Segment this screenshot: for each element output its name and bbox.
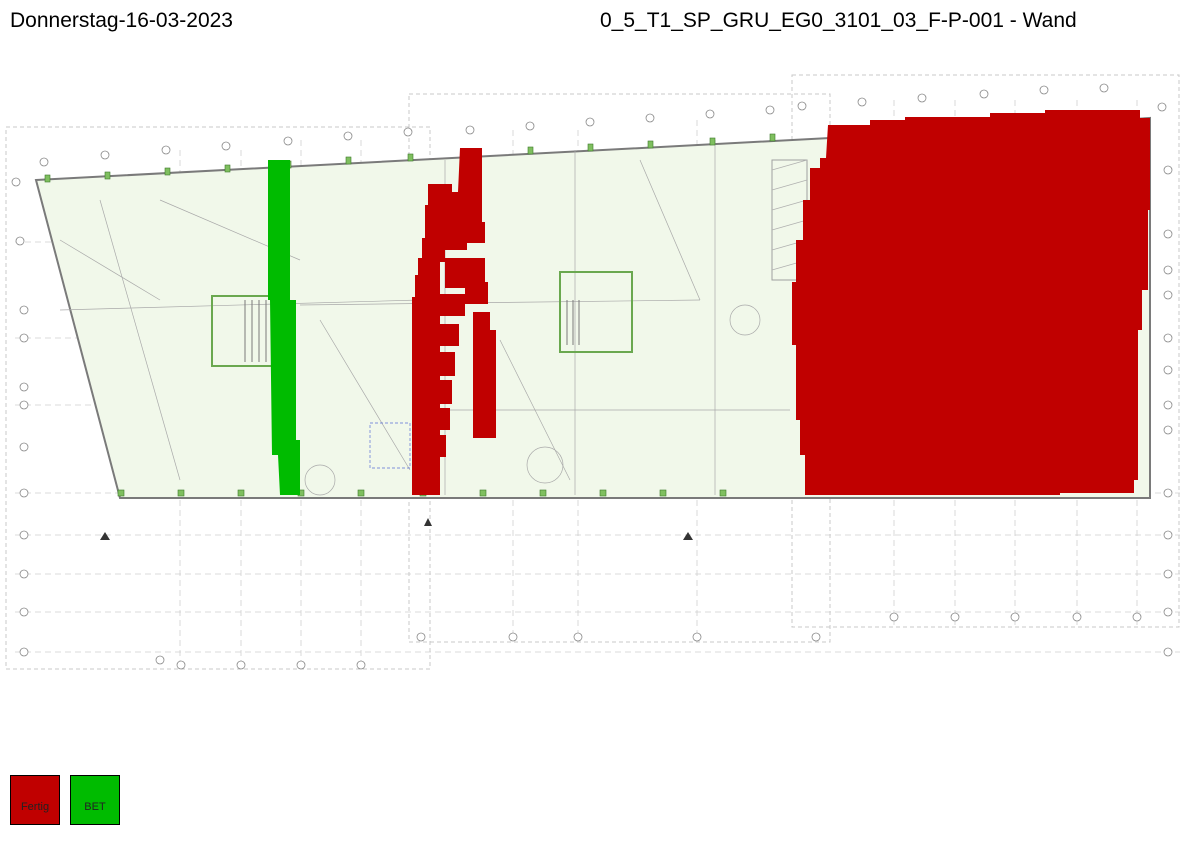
fertig-wall-areas: [412, 110, 1150, 495]
grid-axis-bubbles: [11, 83, 1173, 670]
north-arrow-icons: [100, 518, 693, 540]
legend-label-fertig: Fertig: [20, 801, 50, 813]
legend-label-bet: BET: [84, 801, 106, 813]
stair-treads: [244, 300, 580, 362]
plan-title: 0_5_T1_SP_GRU_EG0_3101_03_F-P-001 - Wand: [600, 9, 1077, 32]
bet-wall-area: [268, 160, 300, 495]
legend-swatch-bet: BET: [70, 775, 120, 825]
report-date: Donnerstag-16-03-2023: [10, 9, 233, 32]
legend-swatch-fertig: Fertig: [10, 775, 60, 825]
